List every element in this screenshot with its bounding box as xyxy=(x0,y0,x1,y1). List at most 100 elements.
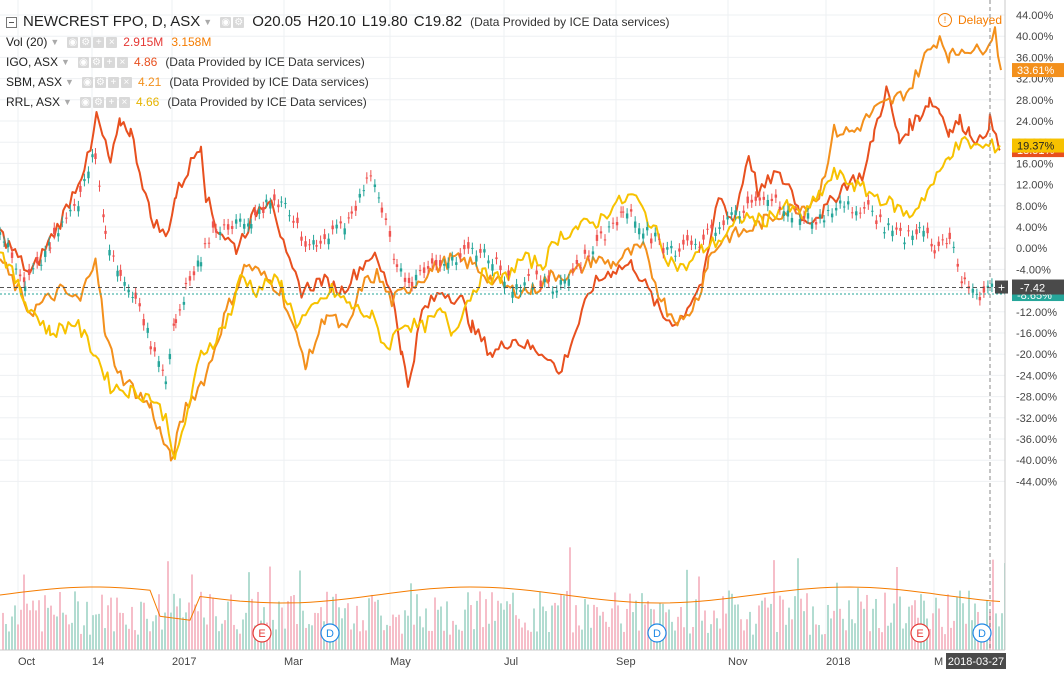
candle-body xyxy=(670,245,673,249)
compare-provider: (Data Provided by ICE Data services) xyxy=(169,75,369,89)
chevron-down-icon[interactable]: ▼ xyxy=(61,57,70,67)
volume-bar xyxy=(920,594,922,650)
volume-bar xyxy=(419,616,421,650)
earnings-marker[interactable] xyxy=(910,623,930,643)
marker-label: E xyxy=(916,628,923,640)
delayed-badge[interactable]: ! Delayed xyxy=(938,13,1002,27)
open-value: 20.05 xyxy=(263,13,302,30)
compare-name[interactable]: SBM, ASX xyxy=(6,75,63,89)
close-icon[interactable]: × xyxy=(116,56,128,68)
volume-bar xyxy=(452,620,454,650)
time-axis[interactable]: Oct 14 2017 Mar May Jul Sep Nov 2018 M 2018-03-27 xyxy=(0,649,1006,673)
add-icon[interactable]: + xyxy=(93,36,105,48)
candle-body xyxy=(714,232,717,236)
chevron-down-icon[interactable]: ▼ xyxy=(65,77,74,87)
candle-body xyxy=(222,224,226,226)
settings-icon[interactable]: ⚙ xyxy=(80,36,92,48)
candle-body xyxy=(786,210,790,217)
volume-bar xyxy=(377,599,379,650)
eye-icon[interactable]: ◉ xyxy=(67,36,79,48)
candle-body xyxy=(710,224,713,229)
dividend-marker[interactable] xyxy=(972,623,992,643)
volume-bar xyxy=(548,632,550,650)
vol-name[interactable]: Vol (20) xyxy=(6,35,48,49)
volume-bar xyxy=(881,632,883,650)
dividend-marker[interactable] xyxy=(647,623,667,643)
compare-name[interactable]: IGO, ASX xyxy=(6,55,59,69)
volume-bar xyxy=(857,588,859,650)
time-tick-label: May xyxy=(390,656,411,668)
candle-body xyxy=(153,347,156,352)
earnings-marker[interactable] xyxy=(252,623,272,643)
time-tick-label: Jul xyxy=(504,656,518,668)
candle-body xyxy=(758,197,761,201)
settings-icon[interactable]: ⚙ xyxy=(233,16,245,28)
volume-bar xyxy=(842,618,844,650)
chevron-down-icon[interactable]: ▼ xyxy=(63,97,72,107)
price-axis[interactable]: 44.00%40.00%36.00%32.00%28.00%24.00%20.0… xyxy=(995,0,1064,673)
main-symbol-name[interactable]: NEWCREST FPO, D, ASX xyxy=(23,13,201,30)
volume-bar xyxy=(890,622,892,650)
candle-body xyxy=(79,185,82,192)
volume-bar xyxy=(533,608,535,650)
settings-icon[interactable]: ⚙ xyxy=(94,76,106,88)
candle-body xyxy=(843,206,846,208)
candle-body xyxy=(380,207,384,213)
candle-body xyxy=(956,263,959,267)
chevron-down-icon[interactable]: ▼ xyxy=(50,37,60,47)
candle-body xyxy=(138,303,141,307)
volume-bar xyxy=(128,628,130,650)
eye-icon[interactable]: ◉ xyxy=(79,96,91,108)
volume-bar xyxy=(812,606,814,650)
chevron-down-icon[interactable]: ▼ xyxy=(203,17,213,27)
candle-body xyxy=(918,227,921,229)
volume-bar xyxy=(314,612,316,650)
candle-body xyxy=(483,249,486,253)
candle-body xyxy=(475,255,478,262)
add-icon[interactable]: + xyxy=(105,96,117,108)
candle-body xyxy=(172,323,176,326)
settings-icon[interactable]: ⚙ xyxy=(92,96,104,108)
candle-body xyxy=(702,234,705,240)
dividend-marker[interactable] xyxy=(320,623,340,643)
volume-bar xyxy=(20,609,22,650)
volume-bar xyxy=(113,631,115,650)
eye-icon[interactable]: ◉ xyxy=(77,56,89,68)
volume-bar xyxy=(482,627,484,650)
candle-body xyxy=(323,234,326,240)
close-icon[interactable]: × xyxy=(106,36,118,48)
volume-bar xyxy=(479,591,481,650)
volume-bar xyxy=(620,623,622,650)
volume-bar xyxy=(14,605,16,650)
volume-bar xyxy=(587,604,589,650)
candle-body xyxy=(575,259,579,264)
candle-body xyxy=(102,214,105,218)
close-icon[interactable]: × xyxy=(118,96,130,108)
volume-bar xyxy=(782,599,784,650)
candle-body xyxy=(479,249,482,253)
volume-bar xyxy=(287,601,289,650)
candle-body xyxy=(746,196,749,204)
price-tick-label: 0.00% xyxy=(1016,243,1047,255)
price-tick-label: 28.00% xyxy=(1016,95,1054,107)
volume-bar xyxy=(593,604,595,650)
volume-bar xyxy=(578,625,580,650)
add-icon[interactable]: + xyxy=(103,56,115,68)
settings-icon[interactable]: ⚙ xyxy=(90,56,102,68)
candle-body xyxy=(443,264,446,266)
candle-body xyxy=(531,287,534,290)
add-icon[interactable] xyxy=(995,280,1008,294)
volume-bar xyxy=(770,603,772,650)
eye-icon[interactable]: ◉ xyxy=(81,76,93,88)
candle-body xyxy=(362,190,366,192)
high-label: H xyxy=(307,13,319,30)
collapse-icon[interactable] xyxy=(6,16,17,28)
close-icon[interactable]: × xyxy=(120,76,132,88)
price-tick-label: -40.00% xyxy=(1016,455,1057,467)
compare-name[interactable]: RRL, ASX xyxy=(6,95,61,109)
eye-icon[interactable]: ◉ xyxy=(220,16,232,28)
volume-bar xyxy=(491,592,493,650)
add-icon[interactable]: + xyxy=(107,76,119,88)
